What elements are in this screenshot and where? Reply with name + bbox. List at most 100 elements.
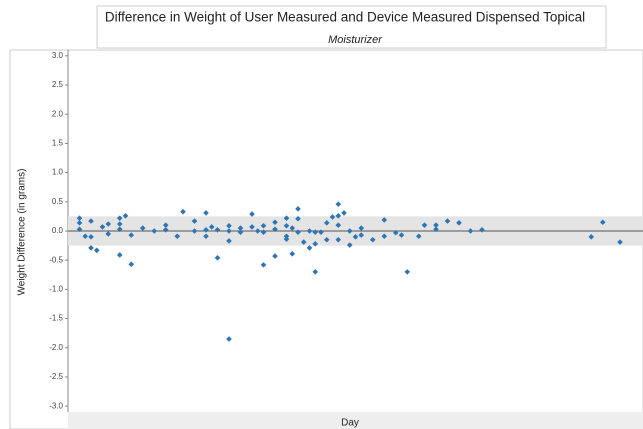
point (191, 218, 198, 224)
point (369, 236, 376, 243)
point (116, 221, 123, 227)
point (88, 245, 94, 251)
y-tick-label: 2.0 (52, 109, 64, 118)
point (105, 221, 112, 227)
chart-subtitle: Moisturizer (328, 34, 383, 46)
point (76, 215, 83, 221)
point (358, 225, 365, 231)
point (346, 228, 353, 234)
point (260, 229, 267, 235)
point (599, 219, 606, 226)
point (226, 228, 232, 234)
point (335, 201, 342, 207)
point (283, 222, 290, 229)
point (398, 232, 405, 238)
point (237, 229, 244, 235)
point (203, 233, 209, 240)
point (88, 218, 94, 224)
point (116, 252, 123, 258)
point (99, 224, 106, 230)
y-tick-label: -1.0 (49, 284, 63, 293)
point (88, 234, 94, 240)
outer-frame (9, 49, 643, 429)
y-tick-label: -0.5 (49, 255, 63, 264)
y-tick-label: -2.0 (49, 343, 63, 352)
point (128, 232, 135, 238)
x-axis-strip (68, 412, 643, 429)
y-tick-label: -1.5 (49, 314, 63, 323)
point (312, 229, 319, 235)
y-tick-label: 1.5 (52, 139, 64, 148)
point (421, 222, 428, 228)
point (249, 211, 255, 217)
point (318, 229, 324, 235)
point (191, 228, 198, 234)
point (335, 236, 342, 243)
y-tick-label: 3.0 (52, 51, 64, 60)
point (295, 215, 301, 222)
point (306, 245, 313, 251)
point (283, 236, 290, 242)
point (151, 228, 158, 234)
point (358, 232, 365, 238)
point (226, 222, 232, 229)
point (128, 261, 135, 268)
point (289, 250, 296, 257)
point (272, 219, 278, 226)
point (162, 227, 169, 233)
title-frame (96, 5, 607, 49)
point (456, 220, 462, 226)
point (254, 228, 261, 234)
point (260, 262, 267, 268)
point (82, 233, 89, 240)
point (295, 206, 301, 212)
point (335, 213, 342, 219)
point (300, 239, 307, 245)
point (352, 234, 359, 240)
point (404, 269, 411, 275)
point (180, 208, 186, 215)
y-tick-label: 1.0 (52, 168, 64, 177)
point (335, 222, 342, 228)
point (260, 222, 267, 229)
point (312, 241, 319, 247)
point (162, 222, 169, 228)
point (381, 217, 388, 223)
point (139, 225, 146, 231)
point (76, 220, 83, 226)
point (272, 253, 278, 259)
point (381, 233, 388, 240)
point (93, 247, 100, 254)
point (122, 213, 129, 219)
point (116, 215, 123, 221)
point (226, 238, 232, 244)
y-tick-label: -3.0 (49, 401, 63, 410)
point (289, 225, 296, 231)
point (415, 233, 422, 240)
point (237, 225, 244, 231)
chart-title: Difference in Weight of User Measured an… (105, 10, 585, 25)
y-tick-label: 2.5 (52, 80, 64, 89)
point (323, 220, 330, 226)
y-tick-label: 0.5 (52, 197, 64, 206)
point (283, 215, 290, 221)
point (312, 269, 319, 275)
point (323, 236, 330, 243)
point (617, 239, 623, 245)
point (208, 224, 215, 230)
point (467, 228, 474, 234)
point (76, 226, 83, 233)
point (214, 255, 221, 261)
point (203, 227, 209, 233)
point (249, 224, 255, 230)
y-tick-label: 0.0 (52, 226, 64, 235)
point (203, 210, 209, 216)
point (295, 229, 301, 235)
point (283, 233, 290, 240)
point (341, 210, 347, 216)
point (306, 228, 313, 234)
point (105, 231, 112, 237)
y-tick-label: -2.5 (49, 372, 63, 381)
point (174, 233, 181, 240)
